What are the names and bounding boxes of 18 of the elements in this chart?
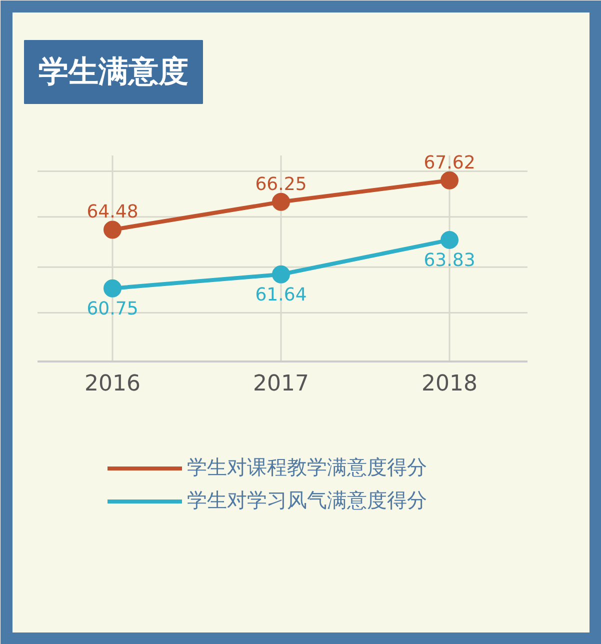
x-tick-label: 2017 [253,372,310,396]
point [272,192,290,211]
point [272,265,290,284]
data-label: 63.83 [424,250,476,271]
data-label: 66.25 [255,174,307,195]
point [104,220,122,239]
legend-label: 学生对课程教学满意度得分 [187,454,427,481]
point [440,230,458,249]
data-label: 61.64 [255,284,307,306]
data-label: 64.48 [86,202,138,223]
point [440,171,458,190]
data-label: 67.62 [424,152,476,174]
x-tick-label: 2016 [84,372,141,396]
legend-label: 学生对学习风气满意度得分 [187,487,427,514]
x-tick-label: 2018 [422,372,478,396]
data-label: 60.75 [86,298,138,320]
point [104,279,122,298]
chart-title: 学生满意度 [38,54,188,90]
